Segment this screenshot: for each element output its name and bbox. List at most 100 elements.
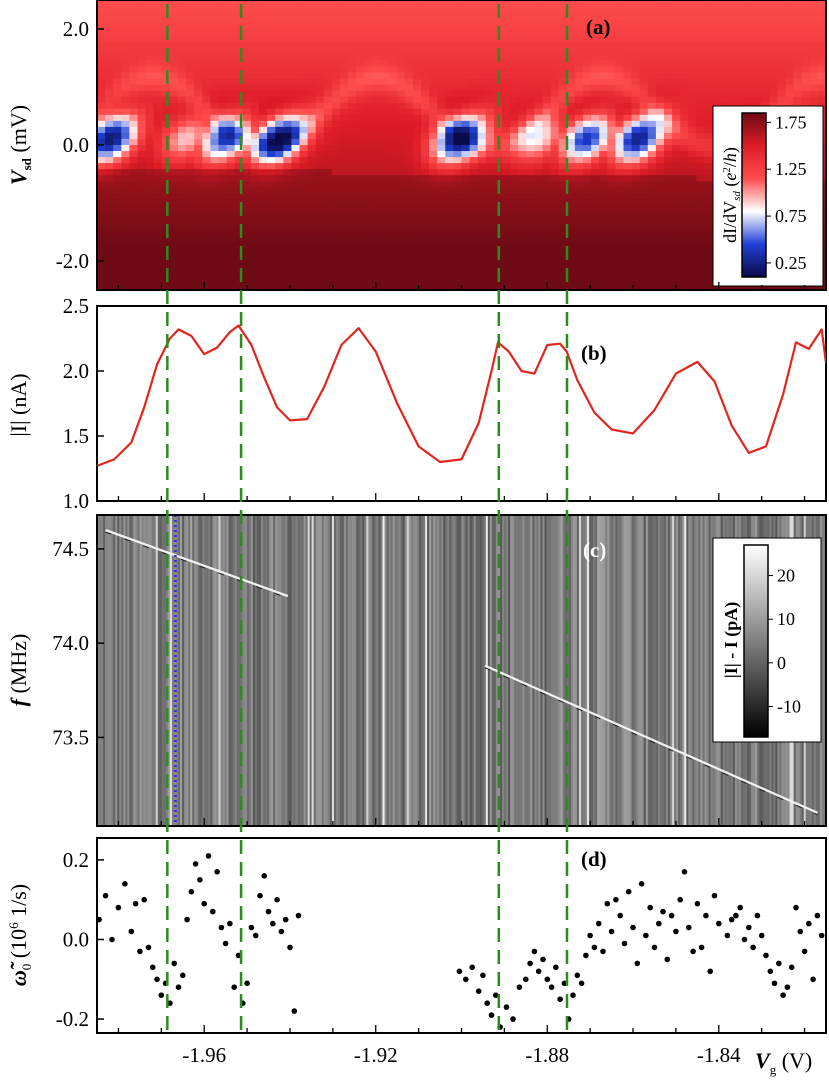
heatmap-cell [429,30,438,37]
heatmap-cell [250,120,260,128]
heatmap-cell [250,90,260,98]
heatmap-cell [210,18,220,25]
heatmap-cell [485,181,495,188]
heatmap-cell [275,108,284,116]
heatmap-cell [275,229,284,237]
heatmap-cell [429,132,438,140]
heatmap-cell [502,102,511,110]
heatmap-cell [534,277,544,285]
heatmap-cell [194,211,203,219]
heatmap-cell [291,265,301,273]
heatmap-cell [259,114,268,122]
heatmap-cell [250,60,260,68]
heatmap-cell [493,235,503,243]
heatmap-cell [259,187,268,194]
heatmap-cell [461,72,471,80]
heatmap-cell [307,157,317,164]
noise-stripe [133,515,136,826]
heatmap-cell [599,241,608,249]
heatmap-cell [323,271,333,279]
heatmap-cell [817,84,826,92]
heatmap-cell [672,217,681,225]
heatmap-cell [655,120,665,128]
heatmap-cell [477,151,487,158]
heatmap-cell [680,36,689,43]
heatmap-cell [429,108,438,116]
heatmap-cell [396,72,406,80]
heatmap-cell [388,66,398,74]
noise-stripe [668,515,671,826]
heatmap-cell [566,235,576,243]
heatmap-cell [461,30,471,37]
noise-stripe [311,515,315,826]
heatmap-cell [445,0,454,7]
heatmap-cell [267,36,276,43]
heatmap-cell [445,54,454,62]
heatmap-cell [113,138,122,146]
heatmap-cell [323,12,333,19]
heatmap-cell [777,24,787,31]
heatmap-cell [591,12,600,19]
heatmap-cell [510,235,519,243]
heatmap-cell [534,102,544,110]
heatmap-cell [566,223,576,231]
heatmap-cell [178,108,187,116]
heatmap-cell [550,247,560,255]
heatmap-cell [283,96,292,104]
heatmap-cell [348,102,357,110]
heatmap-cell [477,205,487,213]
heatmap-cell [688,6,697,13]
noise-stripe [386,515,389,826]
heatmap-cell [615,132,625,140]
heatmap-cell [672,277,681,285]
heatmap-cell [477,24,487,31]
heatmap-cell [526,217,535,225]
heatmap-cell [558,138,568,146]
heatmap-cell [599,138,608,146]
noise-stripe [261,515,264,826]
heatmap-cell [283,241,292,249]
heatmap-cell [534,30,544,37]
noise-stripe [131,515,134,826]
heatmap-cell [218,72,228,80]
panel-a-colorbar: dI/dVsd (e2/h) 1.751.250.750.25 [712,105,824,287]
heatmap-cell [105,30,114,37]
heatmap-cell [331,120,341,128]
x-axis-ticks: -1.96 -1.92 -1.88 -1.84 [117,282,806,1067]
heatmap-cell [331,283,341,290]
heatmap-cell [591,72,600,80]
heatmap-cell [477,12,487,19]
heatmap-cell [121,120,130,128]
heatmap-cell [226,259,236,267]
heatmap-cell [558,24,568,31]
heatmap-cell [331,90,341,98]
heatmap-cell [210,66,220,74]
heatmap-cell [477,48,487,55]
heatmap-cell [526,42,535,49]
heatmap-cell [647,60,657,68]
heatmap-cell [169,132,179,140]
heatmap-cell [558,253,568,261]
heatmap-cell [275,211,284,219]
heatmap-cell [785,54,795,62]
heatmap-cell [534,66,544,74]
heatmap-cell [429,259,438,267]
heatmap-cell [202,42,211,49]
data-point [122,881,128,887]
heatmap-cell [631,42,641,49]
heatmap-cell [502,84,511,92]
heatmap-cell [299,229,309,237]
heatmap-cell [331,114,341,122]
heatmap-cell [485,138,495,146]
heatmap-cell [631,66,641,74]
heatmap-cell [607,259,616,267]
heatmap-cell [340,193,349,200]
heatmap-cell [510,48,519,55]
heatmap-cell [137,42,147,49]
heatmap-cell [461,66,471,74]
heatmap-cell [299,42,309,49]
heatmap-cell [145,0,155,7]
heatmap-cell [477,217,487,225]
heatmap-cell [623,36,633,43]
heatmap-cell [153,18,163,25]
